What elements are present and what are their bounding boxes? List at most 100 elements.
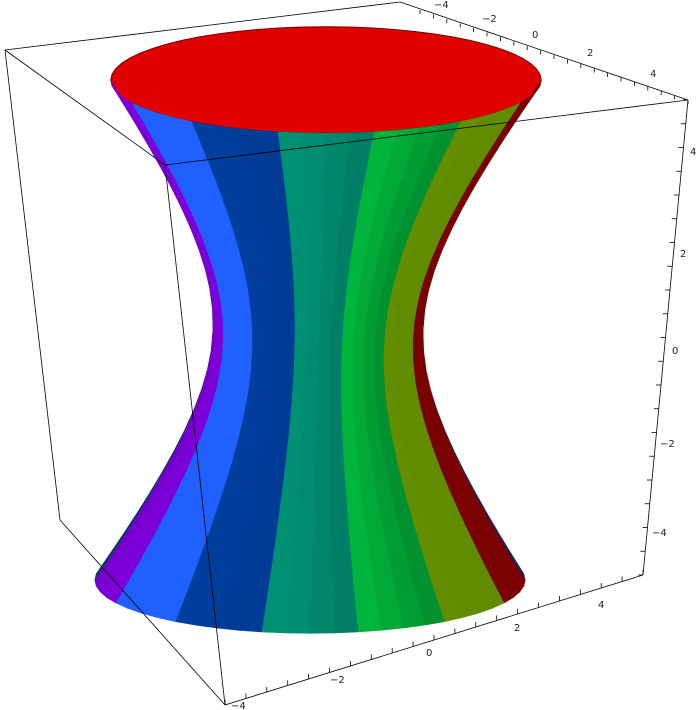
surface-patch [343,464,361,490]
surface-patch [274,419,291,444]
surface-patch [342,441,359,467]
surface-patch [218,317,224,342]
surface-patch [305,334,319,357]
surface-patch [268,374,283,398]
surface-patch [268,201,290,222]
top-tick-4: 4 [650,69,656,80]
surface-patch [305,221,323,241]
box-edge [164,99,689,166]
surface-patch [283,333,296,356]
surface-patch [305,355,319,378]
surface-patch [335,238,354,259]
surface-patch [275,512,297,538]
surface-patch [275,237,293,258]
surface-patch [325,132,351,152]
surface-patch [373,371,386,395]
surface-patch [294,314,308,336]
surface-patch [331,559,354,586]
surface-patch [363,372,376,397]
surface-patch [331,294,346,316]
surface-patch [303,167,325,187]
surface-patch [328,376,342,399]
surface-patch [238,605,267,633]
surface-patch [329,334,343,357]
surface-patch [328,442,345,467]
top-opening-interior [110,26,542,134]
surface-patch [350,558,374,585]
surface-patch [330,535,352,562]
surface-patch [391,345,401,370]
surface-patch [312,512,332,538]
surface-patch [355,440,372,466]
surface-patch [315,398,330,422]
surface-patch [328,355,342,378]
surface-patch [352,353,364,376]
surface-patch [412,338,418,363]
vertical-tick-4: −4 [652,528,667,539]
surface-patch [288,220,307,240]
surface-patch [321,239,339,259]
box-edge [4,1,401,51]
surface-patch [346,510,367,537]
surface-patch [267,273,283,295]
surface-patch [281,354,295,377]
surface-patch [306,314,320,336]
surface-patch [337,220,357,240]
surface-patch [373,329,386,353]
surface-patch [270,353,284,376]
surface-patch [277,256,294,277]
surface-patch [347,131,375,151]
surface-patch [222,320,230,345]
surface-patch [332,275,349,297]
surface-patch [383,348,393,372]
surface-patch [348,534,371,561]
surface-patch [311,536,332,562]
surface-patch [345,149,371,169]
surface-patch [315,420,330,444]
surface-patch [296,489,315,514]
surface-patch [294,294,308,316]
surface-patch [341,313,356,336]
surface-patch [373,349,384,374]
surface-patch [235,325,245,349]
surface-patch [302,150,326,169]
box-edge [399,1,689,101]
surface-patch [287,584,312,610]
surface-patch [341,333,355,356]
surface-patch [302,398,317,422]
surface-patch [282,313,296,336]
vertical-tick-3: −2 [660,439,675,450]
vertical-tick-0: 4 [690,147,696,158]
surface-patch [271,312,284,335]
surface-patch [272,332,284,355]
surface-patch [352,395,367,420]
surface-patch [262,165,286,186]
surface-patch [332,583,356,610]
surface-patch [281,294,296,316]
surface-patch [341,419,357,444]
bounding-box-front [4,10,689,706]
surface-patch [311,560,333,586]
surface-patch [293,355,307,378]
surface-patch [339,202,361,222]
surface-patch [279,274,295,296]
surface-patch [290,238,307,259]
bottom-tick-3: 2 [514,623,520,634]
box-edge [4,49,61,521]
surface-patch [291,376,306,399]
surface-patch [319,276,335,297]
surface-patch [399,343,408,368]
top-tick-2: 0 [532,30,538,41]
surface-patch [316,376,330,400]
surface-patch [260,310,273,334]
surface-patch [330,314,345,336]
surface-patch [313,489,331,514]
surface-patch [309,608,335,634]
surface-patch [305,239,323,259]
surface-patch [286,202,306,222]
surface-patch [280,375,295,399]
surface-patch [320,257,337,278]
surface-patch [306,295,321,316]
surface-patch [294,334,308,357]
